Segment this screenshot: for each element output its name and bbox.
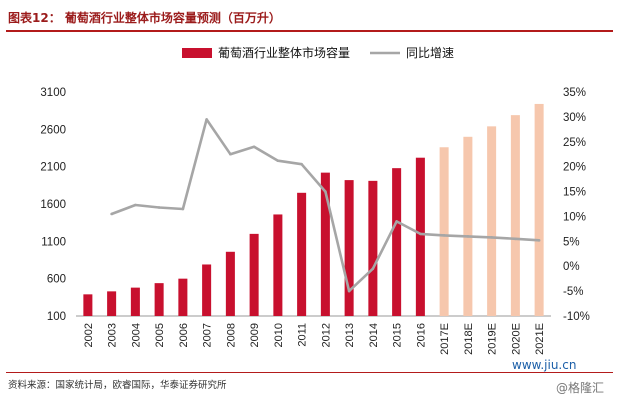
bar xyxy=(439,147,449,316)
line-point xyxy=(205,118,208,121)
bar xyxy=(225,251,235,316)
x-tick-label: 2016 xyxy=(415,323,427,347)
combo-chart: 葡萄酒行业整体市场容量 同比增速 100 600 1100 1600 2100 2600 31… xyxy=(40,45,589,355)
line-series xyxy=(110,118,541,293)
y-right-tick-label: 10% xyxy=(563,211,586,223)
x-tick-label: 2003 xyxy=(107,323,119,347)
y-right-tick-label: 15% xyxy=(563,187,586,199)
watermark-brand: @格隆汇 xyxy=(556,381,605,395)
x-tick-label: 2011 xyxy=(297,323,309,347)
y-right-tick-label: 30% xyxy=(563,112,586,124)
bar xyxy=(534,103,544,317)
bar-series xyxy=(83,103,544,317)
watermark-url: www.jiu.cn xyxy=(512,358,577,372)
bar xyxy=(154,283,164,316)
x-tick-label: 2004 xyxy=(130,323,142,347)
title-rule xyxy=(6,30,613,32)
legend-swatch-bar xyxy=(182,48,212,58)
line-point xyxy=(110,212,113,216)
bar xyxy=(392,168,402,316)
line-point xyxy=(276,159,280,162)
x-tick-label: 2005 xyxy=(154,323,166,347)
y-right-tick-label: 35% xyxy=(563,87,586,99)
bar xyxy=(344,180,354,316)
y-left-tick-label: 600 xyxy=(47,274,66,286)
y-left-tick-label: 1600 xyxy=(40,199,66,211)
chart-legend: 葡萄酒行业整体市场容量 同比增速 xyxy=(182,45,454,60)
chart-axes: 100 600 1100 1600 2100 2600 3100 35% 30% 25% 20% 15… xyxy=(40,87,589,323)
chart-title: 图表12： 葡萄酒行业整体市场容量预测（百万升） xyxy=(8,11,281,25)
bar xyxy=(415,157,425,316)
x-tick-label: 2021E xyxy=(534,323,546,355)
y-right-tick-label: -10% xyxy=(563,311,590,323)
x-tick-label: 2014 xyxy=(368,323,380,347)
bar xyxy=(297,192,307,316)
y-left-tick-label: 2600 xyxy=(40,124,66,136)
bar xyxy=(463,136,473,316)
bar xyxy=(368,180,378,316)
y-right-tick-label: -5% xyxy=(563,286,583,298)
y-right-tick-label: 0% xyxy=(563,261,580,273)
line-point xyxy=(395,220,398,223)
bar xyxy=(320,172,330,316)
bar xyxy=(249,233,259,316)
x-tick-label: 2013 xyxy=(344,323,356,347)
bar xyxy=(83,294,93,316)
x-tick-label: 2020E xyxy=(510,323,522,355)
x-tick-label: 2008 xyxy=(225,323,237,347)
legend-label-bar: 葡萄酒行业整体市场容量 xyxy=(218,45,350,60)
line-point xyxy=(490,236,493,239)
chart-header: 图表12： 葡萄酒行业整体市场容量预测（百万升） xyxy=(0,0,619,34)
line-point xyxy=(347,289,351,293)
line-point xyxy=(229,152,232,156)
footer-rule xyxy=(6,372,613,373)
x-tick-labels: 2002 2003 2004 2005 2006 2007 2008 2009 2010 2011… xyxy=(83,323,546,355)
x-tick-label: 2006 xyxy=(178,323,190,347)
line-point xyxy=(537,239,541,242)
source-note: 资料来源：国家统计局，欧睿国际，华泰证券研究所 xyxy=(8,380,227,391)
bar xyxy=(178,278,188,316)
line-point xyxy=(181,207,185,211)
x-tick-label: 2018E xyxy=(463,323,475,355)
y-right-tick-label: 20% xyxy=(563,162,586,174)
y-left-tick-label: 2100 xyxy=(40,162,66,174)
line-point xyxy=(252,145,256,149)
x-tick-label: 2010 xyxy=(273,323,285,347)
line-point xyxy=(466,235,470,238)
y-right-tick-label: 5% xyxy=(563,236,580,248)
line-point xyxy=(300,162,303,166)
bar xyxy=(107,291,117,316)
y-left-tick-label: 1100 xyxy=(41,236,66,248)
line-point xyxy=(371,267,375,271)
x-tick-label: 2012 xyxy=(320,323,332,347)
bar xyxy=(487,126,497,316)
line-point xyxy=(134,203,137,207)
x-tick-label: 2007 xyxy=(202,323,214,347)
line-point xyxy=(442,234,446,237)
y-left-tick-label: 3100 xyxy=(40,87,66,99)
x-tick-label: 2015 xyxy=(392,323,404,347)
x-tick-label: 2009 xyxy=(249,323,261,347)
x-tick-label: 2019E xyxy=(487,323,499,355)
legend-label-line: 同比增速 xyxy=(406,46,454,60)
y-left-tick-label: 100 xyxy=(47,311,66,323)
line-point xyxy=(324,190,327,193)
bar xyxy=(130,287,140,316)
bar xyxy=(202,264,212,316)
x-tick-label: 2017E xyxy=(439,323,451,355)
line-point xyxy=(514,237,517,241)
line-point xyxy=(419,232,422,236)
line-point xyxy=(157,206,161,209)
x-tick-label: 2002 xyxy=(83,323,95,347)
bar xyxy=(510,115,520,316)
y-right-tick-label: 25% xyxy=(563,137,586,149)
bar xyxy=(273,214,283,316)
